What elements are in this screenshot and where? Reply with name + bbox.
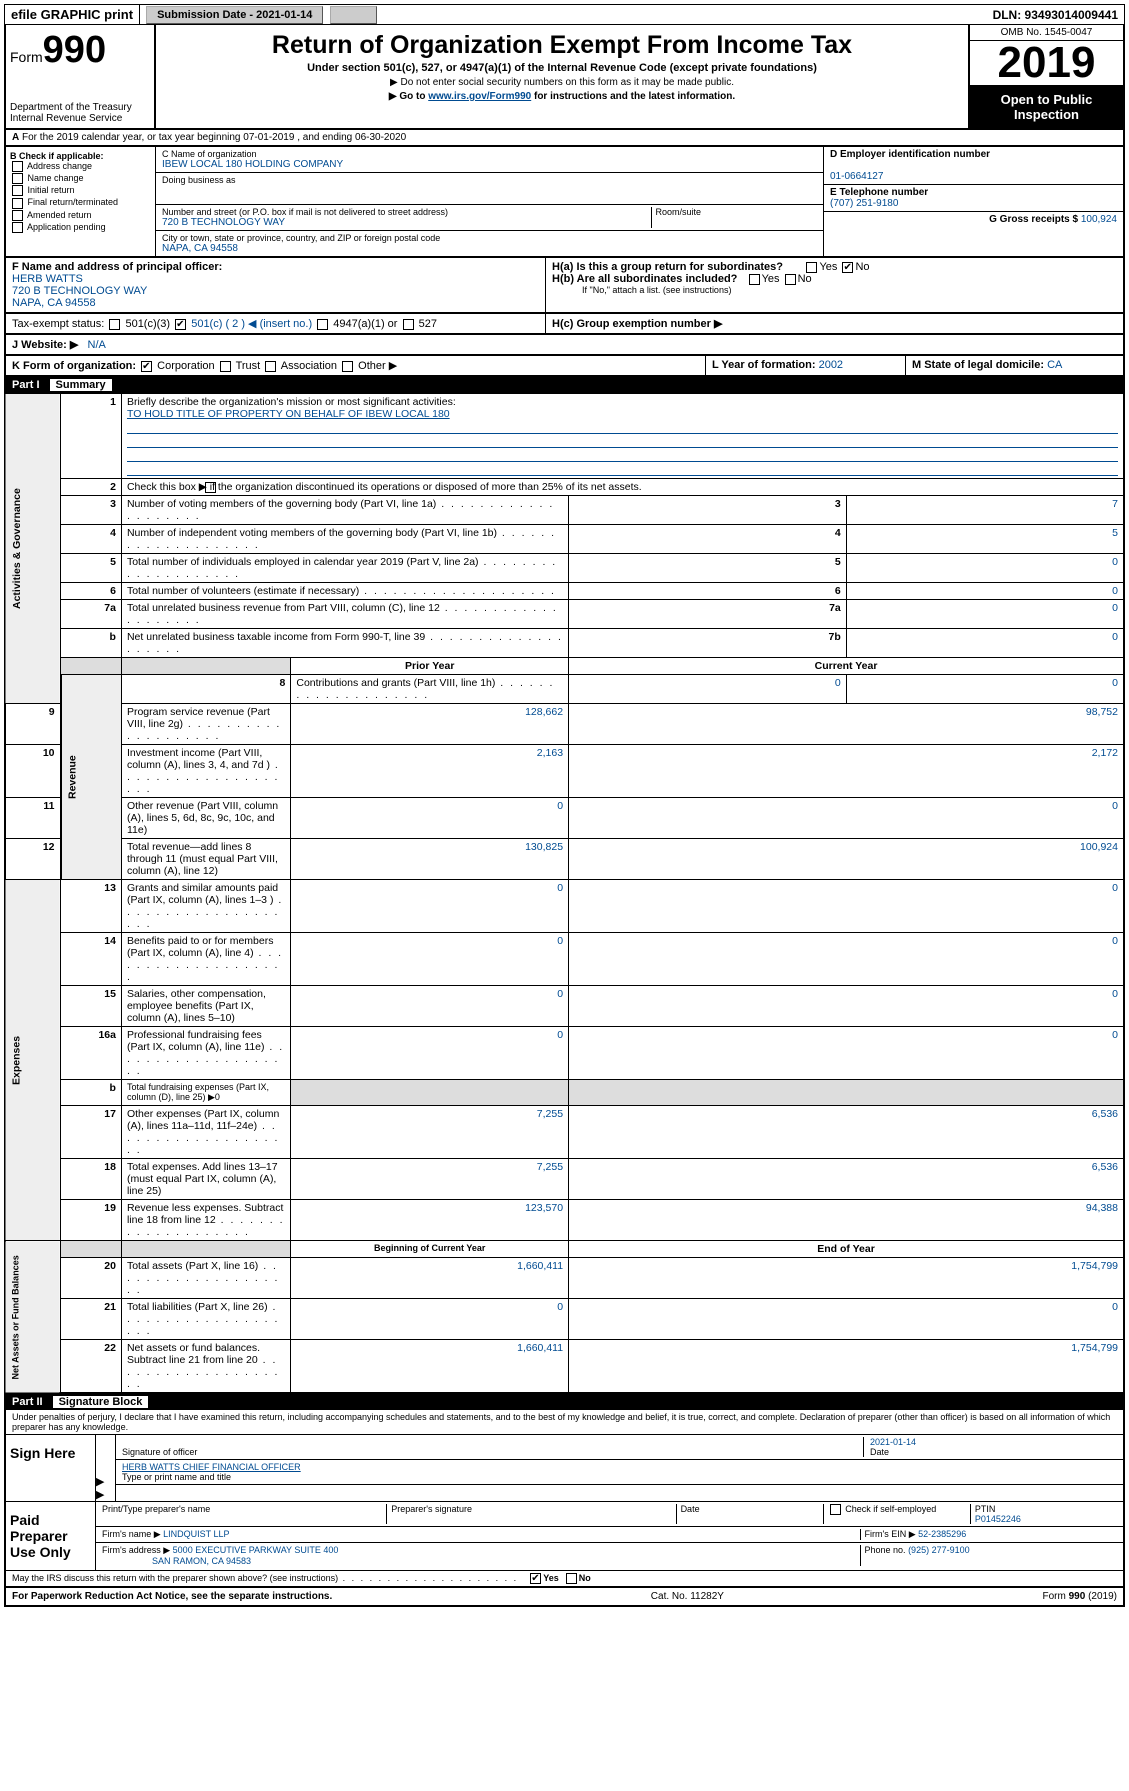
side-net-assets: Net Assets or Fund Balances <box>5 1241 61 1394</box>
form-ref: Form 990 (2019) <box>1043 1591 1117 1602</box>
check-hb-no[interactable] <box>785 274 796 285</box>
gross-receipts-cell: G Gross receipts $ 100,924 <box>824 212 1123 227</box>
note-2: ▶ Go to www.irs.gov/Form990 for instruct… <box>168 91 956 102</box>
pra-notice: For Paperwork Reduction Act Notice, see … <box>12 1591 332 1602</box>
sign-here-label: Sign Here <box>6 1435 96 1501</box>
line-a: A For the 2019 calendar year, or tax yea… <box>4 130 1125 147</box>
form-header: Form990 Department of the Treasury Inter… <box>4 25 1125 130</box>
part1-table: Activities & Governance 1 Briefly descri… <box>4 393 1125 1394</box>
mission-text[interactable]: TO HOLD TITLE OF PROPERTY ON BEHALF OF I… <box>127 408 450 420</box>
check-final[interactable] <box>12 198 23 209</box>
check-pending[interactable] <box>12 222 23 233</box>
form-subtitle: Under section 501(c), 527, or 4947(a)(1)… <box>168 62 956 74</box>
part2-header: Part II Signature Block <box>4 1394 1125 1410</box>
check-527[interactable] <box>403 319 414 330</box>
signature-block: Under penalties of perjury, I declare th… <box>4 1410 1125 1588</box>
tax-year: 2019 <box>970 41 1123 86</box>
footer: For Paperwork Reduction Act Notice, see … <box>4 1588 1125 1607</box>
ein-cell: D Employer identification number 01-0664… <box>824 147 1123 185</box>
part1-header: Part I Summary <box>4 377 1125 393</box>
dba-cell: Doing business as <box>156 173 823 205</box>
check-other[interactable] <box>342 361 353 372</box>
check-assoc[interactable] <box>265 361 276 372</box>
submission-button[interactable]: Submission Date - 2021-01-14 <box>146 6 323 24</box>
box-b: B Check if applicable: Address change Na… <box>6 147 156 256</box>
block-b-to-g: B Check if applicable: Address change Na… <box>4 147 1125 258</box>
check-discontinued[interactable] <box>205 482 216 493</box>
org-name: IBEW LOCAL 180 HOLDING COMPANY <box>162 159 817 170</box>
check-amended[interactable] <box>12 210 23 221</box>
efile-label: efile GRAPHIC print <box>5 5 140 24</box>
form-title: Return of Organization Exempt From Incom… <box>168 31 956 60</box>
paid-preparer-label: Paid Preparer Use Only <box>6 1502 96 1570</box>
block-i-hc: Tax-exempt status: 501(c)(3) 501(c) ( 2 … <box>4 314 1125 335</box>
side-governance: Activities & Governance <box>5 394 61 704</box>
side-expenses: Expenses <box>5 880 61 1241</box>
block-j: J Website: ▶ N/A <box>4 335 1125 356</box>
check-hb-yes[interactable] <box>749 274 760 285</box>
dln: DLN: 93493014009441 <box>987 6 1124 24</box>
perjury-text: Under penalties of perjury, I declare th… <box>6 1410 1123 1435</box>
check-self-employed[interactable] <box>830 1504 841 1515</box>
block-klm: K Form of organization: Corporation Trus… <box>4 356 1125 377</box>
city-cell: City or town, state or province, country… <box>156 231 823 256</box>
side-revenue: Revenue <box>61 675 122 880</box>
form990-link[interactable]: www.irs.gov/Form990 <box>428 91 531 102</box>
check-discuss-yes[interactable] <box>530 1573 541 1584</box>
check-initial[interactable] <box>12 185 23 196</box>
org-name-cell: C Name of organization IBEW LOCAL 180 HO… <box>156 147 823 173</box>
officer-name-link[interactable]: HERB WATTS CHIEF FINANCIAL OFFICER <box>122 1462 301 1472</box>
blank-button[interactable] <box>330 6 376 24</box>
form-number: Form990 <box>10 29 150 72</box>
check-501c3[interactable] <box>109 319 120 330</box>
note-1: ▶ Do not enter social security numbers o… <box>168 77 956 88</box>
check-501c[interactable] <box>175 319 186 330</box>
firm-name: LINDQUIST LLP <box>163 1529 229 1539</box>
check-address[interactable] <box>12 161 23 172</box>
dept-label: Department of the Treasury Internal Reve… <box>10 102 150 124</box>
open-to-public: Open to Public Inspection <box>970 86 1123 128</box>
check-trust[interactable] <box>220 361 231 372</box>
check-discuss-no[interactable] <box>566 1573 577 1584</box>
phone-cell: E Telephone number (707) 251-9180 <box>824 185 1123 212</box>
check-4947[interactable] <box>317 319 328 330</box>
top-bar: efile GRAPHIC print Submission Date - 20… <box>4 4 1125 25</box>
block-f-h: F Name and address of principal officer:… <box>4 258 1125 314</box>
check-ha-no[interactable] <box>842 262 853 273</box>
cat-no: Cat. No. 11282Y <box>651 1591 724 1602</box>
address-cell: Number and street (or P.O. box if mail i… <box>156 205 823 231</box>
check-corp[interactable] <box>141 361 152 372</box>
check-name[interactable] <box>12 173 23 184</box>
check-ha-yes[interactable] <box>806 262 817 273</box>
